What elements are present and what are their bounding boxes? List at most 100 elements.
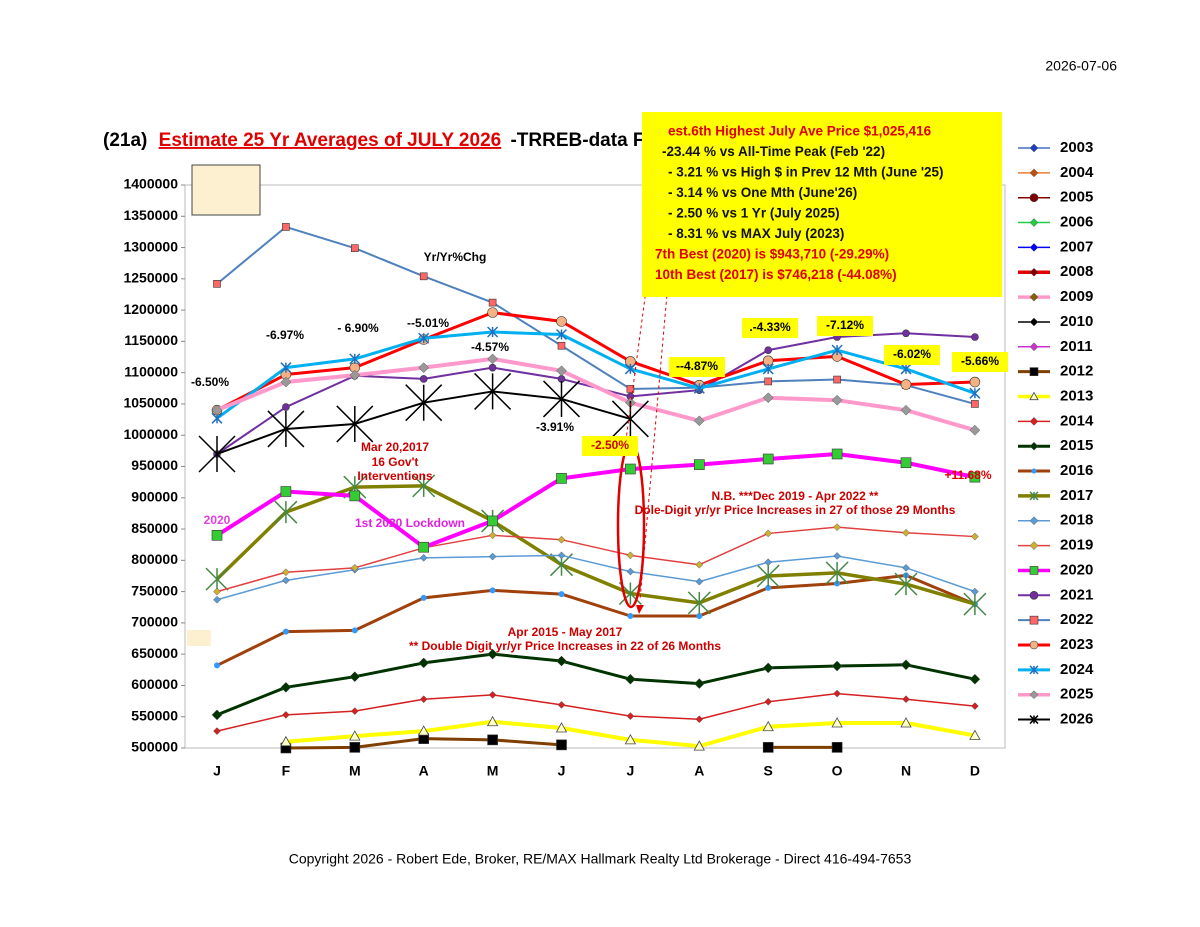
series-line [216,526,975,593]
marker [350,707,359,715]
legend-label: 2016 [1060,462,1093,479]
y-tick-label: 650000 [131,645,178,661]
marker [764,529,773,538]
marker [833,552,841,560]
marker [349,671,361,683]
annotation-bg [884,345,940,365]
marker [282,403,290,411]
series-line [216,554,976,601]
marker [555,722,568,733]
marker [762,742,774,753]
marker [555,328,568,341]
marker [1029,615,1039,625]
marker [213,727,221,735]
marker [419,695,428,704]
marker [487,648,498,660]
y-tick-label: 1300000 [123,238,178,254]
marker [969,424,981,436]
marker [282,223,290,231]
annotation: +11.68% [944,468,991,482]
marker [1029,193,1039,202]
series-line [215,484,976,606]
marker [267,410,305,448]
marker [351,627,358,634]
marker [213,587,221,596]
series-line [216,356,976,433]
legend-label: 2005 [1060,189,1093,206]
series-line [216,311,975,412]
legend-label: 2009 [1060,288,1093,305]
legend-label: 2021 [1060,586,1093,603]
marker [969,376,981,388]
annotation-layer: Yr/Yr%Chg -6.50% -6.97% - 6.90% --5.01% -4.57… [191,250,1008,653]
y-tick-label: 1050000 [123,395,178,411]
marker [902,563,910,572]
marker [474,372,512,410]
marker [764,377,773,386]
x-tick-label: F [282,763,291,779]
marker [557,341,566,350]
marker [1029,491,1039,501]
marker [693,678,705,689]
annotation-bg [669,357,725,377]
marker [214,662,220,669]
marker [1029,665,1039,675]
marker [902,329,910,338]
marker [418,332,430,344]
x-tick-label: M [487,763,499,779]
marker [971,587,979,596]
y-tick-label: 950000 [131,457,178,473]
legend-label: 2004 [1060,164,1094,181]
series-line [215,451,976,550]
annotation-bg [742,318,798,338]
annotation: ** Double Digit yr/yr Price Increases in… [409,639,721,653]
marker [762,392,774,404]
y-tick-label: 1150000 [124,332,178,348]
arrow [639,259,671,601]
annotation: N.B. ***Dec 2019 - Apr 2022 ** [712,489,879,503]
marker [762,662,774,674]
marker [900,659,912,671]
marker [611,400,649,438]
marker [282,568,290,577]
marker [556,365,567,377]
x-tick-label: S [764,763,773,779]
marker [405,384,443,422]
marker [205,567,229,591]
legend-label: 2007 [1060,238,1093,255]
marker [762,453,774,465]
marker [764,697,773,706]
date: 2026-07-06 [1045,58,1117,74]
marker [900,404,912,416]
y-tick-label: 900000 [131,488,178,504]
annotation-bg [582,436,638,456]
marker [625,673,636,685]
marker [831,742,843,753]
legend-label: 2023 [1060,636,1093,653]
y-tick-label: 1200000 [123,301,178,317]
x-tick-label: J [627,763,635,779]
x-tick-label: A [419,763,429,779]
legend-label: 2012 [1060,363,1093,380]
marker [971,532,979,541]
marker [1029,317,1039,327]
legend-label: 2003 [1060,139,1093,156]
y-tick-label: 1400000 [123,176,178,192]
marker [902,528,910,537]
marker [695,577,704,586]
marker [626,712,635,720]
marker [831,717,843,728]
legend-label: 2006 [1060,214,1093,231]
marker [624,363,636,375]
marker [1029,391,1039,401]
annotation: 16 Gov't [372,455,419,469]
marker [695,715,704,724]
note-box [191,164,261,216]
marker [1029,267,1039,277]
marker [762,720,774,732]
marker [542,380,581,418]
marker [211,404,223,416]
marker [894,572,918,596]
series-line [216,573,976,667]
info-line: - 8.31 % vs MAX July (2023) [668,226,844,241]
